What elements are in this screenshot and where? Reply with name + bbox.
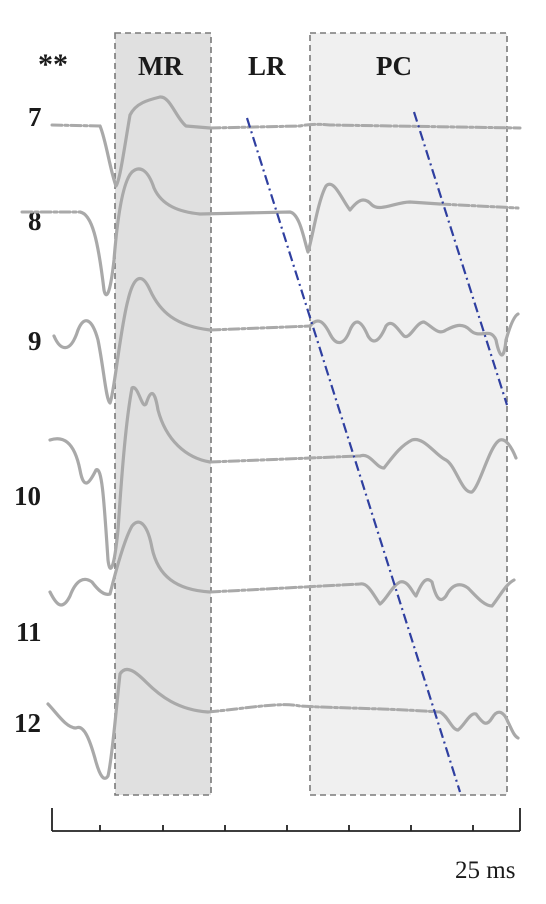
time-axis	[51, 808, 521, 832]
significance-marker: **	[38, 48, 68, 81]
trace-7	[50, 95, 522, 188]
trace-8	[20, 167, 520, 297]
scale-bar-label: 25 ms	[455, 857, 515, 884]
region-label-pc: PC	[376, 51, 412, 81]
propagation-line-lr	[245, 117, 462, 793]
trace-9	[52, 277, 520, 405]
trace-10	[48, 386, 518, 570]
trace-label-10: 10	[14, 481, 41, 511]
trace-label-9: 9	[28, 326, 42, 356]
trace-11	[48, 520, 516, 608]
trace-12	[46, 667, 520, 780]
region-pc-box	[309, 32, 508, 796]
region-mr-box	[114, 32, 212, 796]
trace-label-11: 11	[16, 617, 42, 647]
trace-label-7: 7	[28, 102, 42, 132]
trace-label-12: 12	[14, 708, 41, 738]
region-label-mr: MR	[138, 51, 183, 81]
region-label-lr: LR	[248, 51, 286, 81]
